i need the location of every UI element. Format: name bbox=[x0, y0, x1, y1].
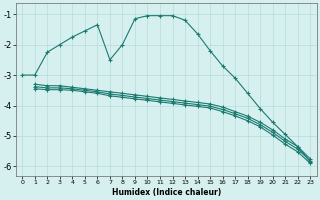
X-axis label: Humidex (Indice chaleur): Humidex (Indice chaleur) bbox=[112, 188, 221, 197]
